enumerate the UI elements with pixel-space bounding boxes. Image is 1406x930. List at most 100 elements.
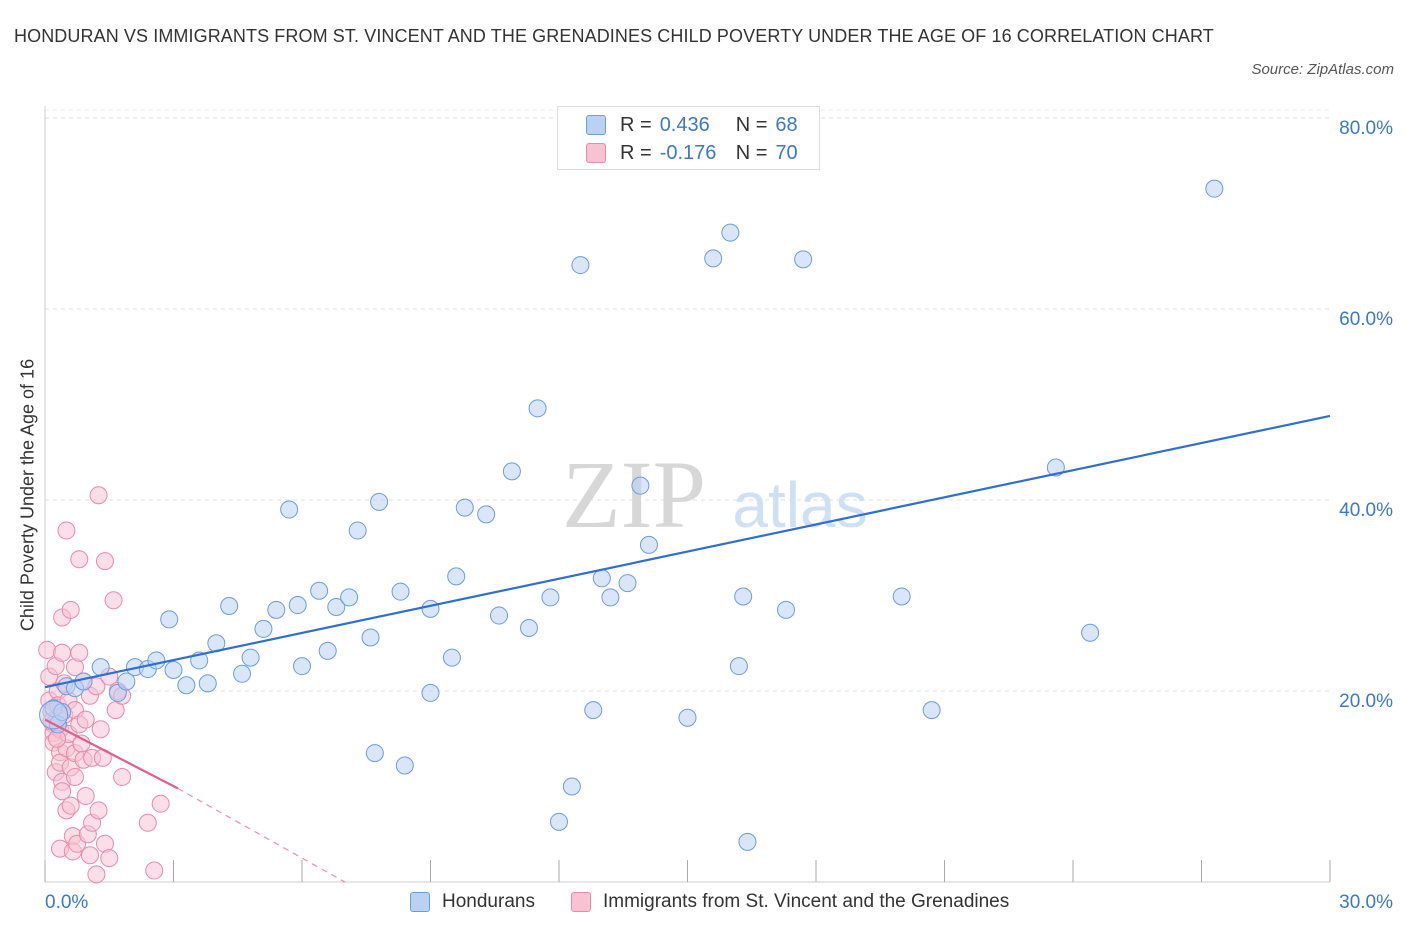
bottom-legend-svg: Immigrants from St. Vincent and the Gren… [571,890,1009,914]
bottom-legend-swatch-pink [571,892,591,912]
data-point-hondurans [421,599,440,618]
data-point-hondurans [241,648,260,667]
data-point-svg [104,591,123,610]
data-point-svg [89,801,108,820]
y-tick-label: 40.0% [1339,500,1393,521]
data-point-svg [138,813,157,832]
x-tick-label: 30.0% [1339,892,1393,913]
data-point-hondurans [288,596,307,615]
legend-row-svg: R = -0.176 N = 70 [586,141,798,165]
watermark-atlas: atlas [732,469,867,541]
data-point-hondurans [738,832,757,851]
data-point-svg [76,710,95,729]
data-point-hondurans [280,500,299,519]
data-point-svg [65,767,84,786]
y-tick-label: 20.0% [1339,691,1393,712]
data-point-hondurans [327,597,346,616]
data-point-hondurans [318,641,337,660]
legend-swatch-pink [586,143,606,163]
data-point-hondurans [39,700,69,730]
data-point-svg [61,796,80,815]
data-point-svg [57,521,76,540]
legend-n-value: 70 [775,141,798,164]
trend-line-svg-extension [177,787,346,883]
data-point-hondurans [442,648,461,667]
data-point-hondurans [502,462,521,481]
data-point-svg [53,782,72,801]
data-point-hondurans [892,587,911,606]
data-point-hondurans [340,588,359,607]
data-point-hondurans [794,250,813,269]
chart-source: Source: ZipAtlas.com [1251,61,1394,78]
data-point-hondurans [678,708,697,727]
correlation-legend: R = 0.436 N = 68 R = -0.176 N = 70 [557,106,820,170]
legend-n-label: N = [735,113,768,136]
data-point-hondurans [520,618,539,637]
legend-row-hondurans: R = 0.436 N = 68 [586,113,798,137]
y-axis-label: Child Poverty Under the Age of 16 [17,358,38,632]
data-point-hondurans [198,674,217,693]
data-point-svg [145,861,164,880]
data-point-hondurans [1081,623,1100,642]
data-point-svg [80,846,99,865]
legend-r-label: R = [620,113,652,136]
data-point-svg [100,849,119,868]
data-point-hondurans [254,619,273,638]
data-point-hondurans [361,628,380,647]
data-point-hondurans [310,581,329,600]
axes [44,106,1331,883]
data-point-svg [53,643,72,662]
data-point-svg [95,552,114,571]
data-point-hondurans [631,476,650,495]
trend-line-svg [44,718,179,790]
data-point-hondurans [618,574,637,593]
bottom-legend-swatch-blue [410,892,430,912]
data-point-hondurans [584,701,603,720]
data-point-svg [89,486,108,505]
data-point-hondurans [704,249,723,268]
data-point-svg [87,865,106,884]
legend-r-value: 0.436 [659,113,710,136]
data-point-hondurans [541,588,560,607]
data-point-hondurans [490,606,509,625]
data-point-hondurans [164,660,183,679]
data-point-hondurans [571,256,590,275]
legend-r-value: -0.176 [659,141,717,164]
watermark: ZIP atlas [562,441,868,548]
data-point-hondurans [777,600,796,619]
data-point-hondurans [562,777,581,796]
data-point-hondurans [477,505,496,524]
data-point-svg [70,550,89,569]
x-tick-label: 0.0% [45,892,88,913]
data-point-svg [70,643,89,662]
data-point-hondurans [639,535,658,554]
data-point-hondurans [348,521,367,540]
data-point-hondurans [922,701,941,720]
data-point-hondurans [421,683,440,702]
data-point-svg [76,787,95,806]
data-point-hondurans [160,610,179,629]
legend-swatch-blue [586,115,606,135]
data-point-svg [61,600,80,619]
data-point-hondurans [293,657,311,676]
trend-line-hondurans [44,414,1331,689]
data-point-svg [38,640,57,659]
data-point-hondurans [721,223,740,242]
data-point-hondurans [1205,179,1224,198]
data-point-hondurans [729,657,748,676]
data-point-hondurans [592,569,611,588]
data-point-hondurans [734,587,753,606]
series-hondurans-points [39,179,1224,851]
x-tick-labels: 0.0% 30.0% [45,892,1393,913]
data-point-hondurans [365,744,384,763]
bottom-legend-label: Hondurans [442,891,535,912]
data-point-hondurans [147,651,166,670]
data-point-hondurans [233,664,252,683]
trend-lines [44,414,1331,883]
bottom-legend-hondurans: Hondurans [410,890,535,914]
data-point-svg [151,794,170,813]
data-point-svg [91,720,110,739]
bottom-legend-label: Immigrants from St. Vincent and the Gren… [603,891,1010,912]
data-point-hondurans [447,567,466,586]
